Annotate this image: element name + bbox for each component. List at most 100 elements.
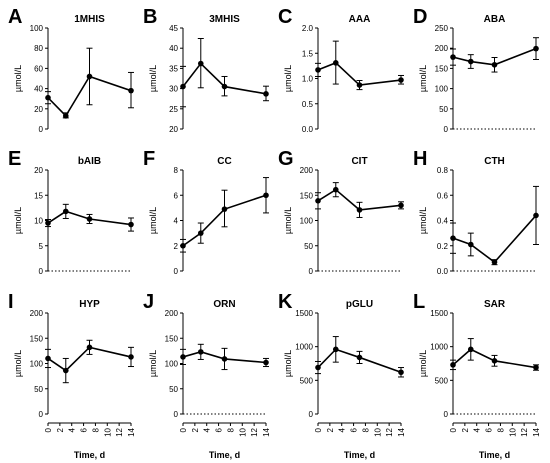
x-tick-label: 10	[373, 427, 382, 436]
y-tick-label: 0	[444, 125, 449, 134]
data-point	[467, 241, 474, 248]
y-tick-label: 80	[34, 44, 43, 53]
panel-letter: G	[278, 148, 294, 170]
y-axis-label: µmol/L	[283, 207, 293, 234]
panel-f: F CC 0 2 4 6 8 µmol/L	[143, 148, 269, 276]
x-tick-label: 0	[179, 427, 188, 432]
y-tick-label: 2	[174, 242, 179, 251]
data-point	[197, 60, 204, 67]
x-tick-label: 8	[91, 427, 100, 432]
y-tick-label: 40	[34, 85, 43, 94]
panel-letter: C	[278, 6, 292, 28]
x-tick-label: 2	[326, 427, 335, 432]
data-point	[86, 73, 93, 80]
series-line	[317, 61, 402, 86]
x-tick-label: 14	[532, 427, 541, 436]
panel-letter: K	[278, 291, 293, 313]
y-tick-label: 4	[174, 217, 179, 226]
y-tick-label: 0.8	[437, 166, 449, 175]
data-point	[221, 206, 228, 212]
y-tick-label: 150	[435, 64, 449, 73]
panel-a: A 1MHIS 0 20 40 60 80 100 µmol/L	[8, 6, 134, 134]
x-tick-label: 2	[461, 427, 470, 432]
data-point	[491, 61, 498, 68]
data-point	[332, 186, 339, 193]
data-point	[62, 113, 69, 119]
x-tick-label: 10	[103, 427, 112, 436]
y-tick-label: 0.5	[302, 100, 314, 109]
data-point	[533, 364, 539, 371]
x-tick-label: 14	[262, 427, 271, 436]
x-tick-label: 8	[226, 427, 235, 432]
panel-title: bAIB	[78, 156, 101, 167]
x-tick-label: 6	[80, 427, 89, 432]
y-axis-label: µmol/L	[13, 350, 23, 377]
y-tick-label: 150	[165, 334, 179, 343]
x-axis-label: Time, d	[209, 450, 240, 460]
panel-title: pGLU	[346, 299, 373, 310]
data-point	[180, 83, 186, 90]
data-point	[86, 344, 93, 351]
y-tick-label: 45	[169, 24, 178, 33]
y-tick-label: 0.4	[437, 217, 449, 226]
panel-b: B 3MHIS 20 25 30 35 40 45 µmol/L	[143, 6, 269, 134]
y-axis-label: µmol/L	[13, 65, 23, 92]
y-tick-label: 200	[165, 309, 179, 318]
y-tick-label: 60	[34, 64, 43, 73]
panel-title: AAA	[349, 14, 371, 25]
y-tick-label: 100	[435, 85, 449, 94]
series-line	[317, 188, 402, 211]
y-tick-label: 2.0	[302, 24, 314, 33]
y-tick-label: 250	[435, 24, 449, 33]
x-tick-label: 0	[449, 427, 458, 432]
y-tick-label: 25	[169, 105, 178, 114]
y-tick-label: 0	[174, 410, 179, 419]
panel-letter: J	[143, 291, 154, 313]
y-tick-label: 150	[300, 191, 314, 200]
y-tick-label: 0	[309, 267, 314, 276]
data-point	[180, 242, 186, 249]
data-point	[398, 202, 404, 209]
y-tick-label: 20	[34, 166, 43, 175]
data-point	[128, 221, 134, 228]
data-point	[315, 198, 321, 204]
y-tick-label: 100	[165, 360, 179, 369]
data-point	[315, 67, 321, 73]
data-point	[533, 45, 539, 52]
data-point	[180, 354, 186, 360]
x-tick-label: 4	[338, 427, 347, 432]
panel-letter: D	[413, 6, 427, 28]
x-tick-label: 10	[508, 427, 517, 436]
x-tick-label: 0	[44, 427, 53, 432]
data-point	[62, 208, 69, 215]
y-tick-label: 50	[34, 385, 43, 394]
y-axis-label: µmol/L	[13, 207, 23, 234]
panel-h: H CTH 0.0 0.2 0.4 0.6 0.8 µmol/L	[413, 148, 539, 276]
data-point	[356, 207, 363, 213]
panel-c: C AAA 0.0 0.5 1.0 1.5 2.0 µmol/L	[278, 6, 404, 134]
data-point	[128, 354, 134, 360]
x-tick-label: 12	[385, 427, 394, 436]
x-tick-label: 2	[56, 427, 65, 432]
data-point	[45, 220, 51, 226]
y-tick-label: 50	[304, 242, 313, 251]
panel-title: 1MHIS	[74, 14, 105, 25]
x-tick-label: 2	[191, 427, 200, 432]
x-tick-label: 4	[203, 427, 212, 432]
y-axis-label: µmol/L	[283, 350, 293, 377]
data-point	[467, 346, 474, 353]
y-tick-label: 1000	[430, 343, 448, 352]
series-line	[182, 194, 267, 247]
y-axis-label: µmol/L	[148, 207, 158, 234]
y-tick-label: 0	[174, 267, 179, 276]
panel-title: HYP	[79, 299, 100, 310]
series-line	[317, 348, 402, 374]
y-tick-label: 1.5	[302, 49, 314, 58]
panel-letter: L	[413, 291, 425, 313]
y-tick-label: 0	[444, 410, 449, 419]
y-tick-label: 50	[169, 385, 178, 394]
data-point	[263, 91, 269, 97]
